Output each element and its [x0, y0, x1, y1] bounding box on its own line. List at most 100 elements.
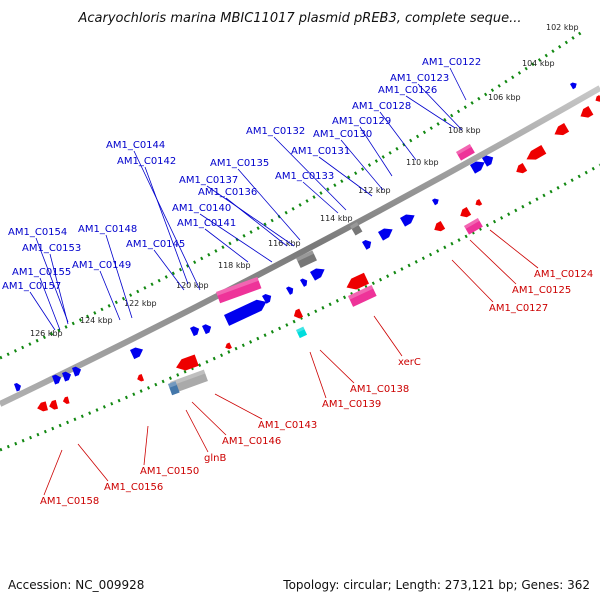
- inner-tick-ring: [0, 163, 600, 452]
- gene-label-forward[interactable]: AM1_C0145: [126, 239, 185, 250]
- gene-feature[interactable]: [36, 401, 48, 412]
- gene-label-forward[interactable]: AM1_C0153: [22, 243, 81, 254]
- gene-label-reverse[interactable]: AM1_C0150: [140, 466, 199, 477]
- connector-line: [49, 253, 69, 325]
- gene-feature[interactable]: [514, 163, 528, 176]
- tick-label: 122 kbp: [124, 299, 157, 308]
- gene-feature[interactable]: [310, 265, 327, 281]
- gene-feature[interactable]: [464, 218, 483, 235]
- gene-feature[interactable]: [62, 396, 70, 404]
- connector-line: [273, 136, 347, 211]
- gene-feature[interactable]: [224, 296, 269, 326]
- gene-feature[interactable]: [286, 285, 295, 295]
- map-title: Acaryochloris marina MBIC11017 plasmid p…: [78, 11, 522, 26]
- gene-label-reverse[interactable]: AM1_C0127: [489, 303, 548, 314]
- gene-label-forward[interactable]: AM1_C0140: [172, 203, 231, 214]
- gene-label-forward[interactable]: AM1_C0129: [332, 116, 391, 127]
- gene-label-forward[interactable]: AM1_C0149: [72, 260, 131, 271]
- tick-label: 106 kbp: [488, 93, 521, 102]
- connector-line: [417, 83, 463, 131]
- gene-feature[interactable]: [292, 308, 304, 321]
- gene-feature[interactable]: [224, 342, 232, 350]
- tick-label: 126 kbp: [30, 329, 63, 338]
- gene-feature[interactable]: [552, 123, 570, 139]
- gene-feature[interactable]: [296, 250, 317, 268]
- gene-label-forward[interactable]: AM1_C0136: [198, 187, 257, 198]
- gene-label-forward[interactable]: AM1_C0144: [106, 140, 165, 151]
- gene-feature[interactable]: [170, 369, 208, 394]
- gene-feature[interactable]: [14, 382, 22, 392]
- gene-feature[interactable]: [348, 285, 377, 307]
- gene-feature[interactable]: [524, 145, 547, 164]
- gene-label-forward[interactable]: AM1_C0141: [177, 218, 236, 229]
- gene-feature[interactable]: [168, 381, 180, 396]
- gene-label-reverse[interactable]: AM1_C0139: [322, 399, 381, 410]
- gene-feature[interactable]: [362, 238, 373, 250]
- gene-feature[interactable]: [570, 81, 578, 90]
- gene-feature[interactable]: [52, 373, 63, 385]
- gene-feature[interactable]: [62, 370, 73, 382]
- gene-feature[interactable]: [350, 222, 363, 236]
- gene-feature[interactable]: [432, 221, 446, 234]
- gene-feature[interactable]: [432, 197, 440, 206]
- gene-label-forward[interactable]: AM1_C0130: [313, 129, 372, 140]
- connector-line: [133, 150, 201, 291]
- plasmid-backbone: [0, 85, 600, 407]
- connector-line: [35, 237, 69, 323]
- gene-label-reverse[interactable]: AM1_C0158: [40, 496, 99, 507]
- gene-feature[interactable]: [482, 153, 496, 167]
- gene-label-forward[interactable]: AM1_C0132: [246, 126, 305, 137]
- gene-feature[interactable]: [400, 211, 417, 227]
- gene-feature[interactable]: [202, 323, 213, 335]
- gene-feature[interactable]: [48, 399, 59, 411]
- gene-feature[interactable]: [378, 225, 395, 241]
- gene-label-reverse[interactable]: glnB: [204, 453, 226, 464]
- gene-feature[interactable]: [216, 276, 262, 304]
- connector-line: [185, 409, 209, 453]
- gene-feature[interactable]: [130, 345, 145, 360]
- gene-feature[interactable]: [470, 158, 487, 174]
- gene-label-reverse[interactable]: xerC: [398, 357, 421, 368]
- gene-feature[interactable]: [174, 354, 199, 373]
- connector-line: [214, 393, 263, 420]
- gene-feature[interactable]: [458, 207, 472, 220]
- gene-feature[interactable]: [190, 325, 201, 337]
- connector-line: [237, 168, 301, 241]
- gene-label-forward[interactable]: AM1_C0142: [117, 156, 176, 167]
- gene-label-reverse[interactable]: AM1_C0143: [258, 420, 317, 431]
- connector-line: [191, 401, 227, 436]
- gene-label-forward[interactable]: AM1_C0128: [352, 101, 411, 112]
- gene-label-reverse[interactable]: AM1_C0156: [104, 482, 163, 493]
- tick-label: 108 kbp: [448, 126, 481, 135]
- gene-feature[interactable]: [262, 292, 273, 304]
- gene-label-reverse[interactable]: AM1_C0146: [222, 436, 281, 447]
- connector-line: [153, 249, 185, 291]
- gene-feature[interactable]: [474, 199, 483, 207]
- gene-label-forward[interactable]: AM1_C0123: [390, 73, 449, 84]
- gene-label-forward[interactable]: AM1_C0148: [78, 224, 137, 235]
- gene-feature[interactable]: [296, 326, 308, 339]
- gene-label-forward[interactable]: AM1_C0126: [378, 85, 437, 96]
- gene-feature[interactable]: [136, 373, 145, 383]
- gene-label-forward[interactable]: AM1_C0157: [2, 281, 61, 292]
- connector-line: [39, 277, 61, 331]
- gene-features: [14, 81, 600, 412]
- gene-feature[interactable]: [72, 365, 83, 377]
- gene-feature[interactable]: [456, 144, 475, 161]
- gene-label-forward[interactable]: AM1_C0133: [275, 171, 334, 182]
- gene-label-forward[interactable]: AM1_C0154: [8, 227, 67, 238]
- gene-label-forward[interactable]: AM1_C0135: [210, 158, 269, 169]
- gene-label-reverse[interactable]: AM1_C0125: [512, 285, 571, 296]
- gene-label-forward[interactable]: AM1_C0122: [422, 57, 481, 68]
- gene-label-forward[interactable]: AM1_C0137: [179, 175, 238, 186]
- gene-feature[interactable]: [578, 106, 594, 121]
- gene-feature[interactable]: [594, 95, 600, 103]
- gene-label-reverse[interactable]: AM1_C0138: [350, 384, 409, 395]
- gene-feature[interactable]: [344, 272, 370, 293]
- gene-label-reverse[interactable]: AM1_C0124: [534, 269, 593, 280]
- gene-feature[interactable]: [300, 277, 309, 287]
- gene-label-forward[interactable]: AM1_C0131: [291, 146, 350, 157]
- connector-line: [373, 315, 403, 357]
- gene-label-forward[interactable]: AM1_C0155: [12, 267, 71, 278]
